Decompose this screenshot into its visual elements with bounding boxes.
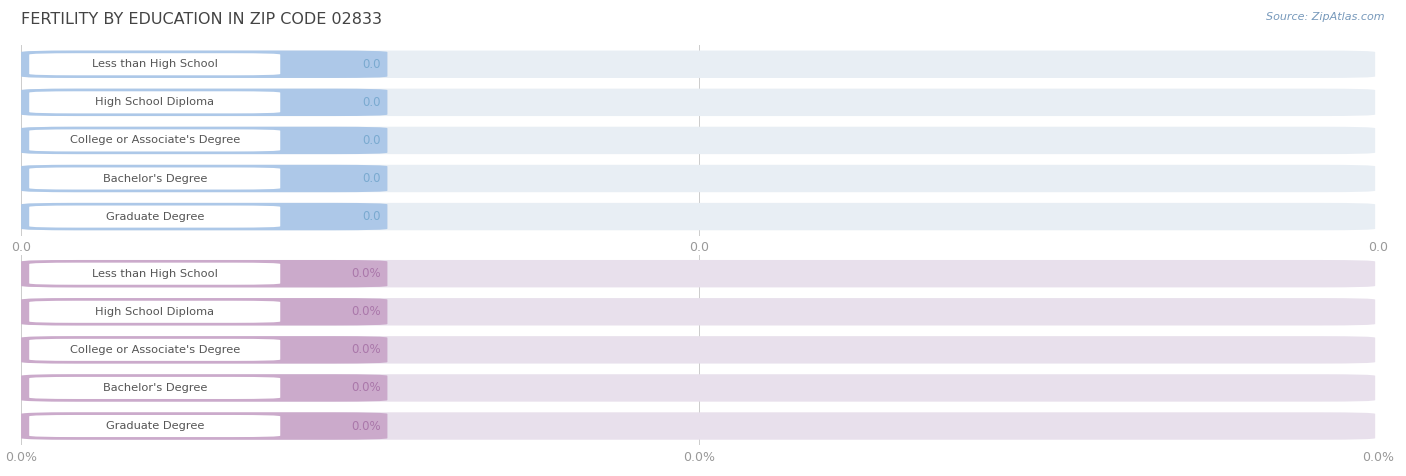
Text: Graduate Degree: Graduate Degree xyxy=(105,211,204,222)
Text: College or Associate's Degree: College or Associate's Degree xyxy=(70,135,240,146)
FancyBboxPatch shape xyxy=(21,412,388,440)
Text: College or Associate's Degree: College or Associate's Degree xyxy=(70,345,240,355)
FancyBboxPatch shape xyxy=(21,89,388,116)
FancyBboxPatch shape xyxy=(24,127,1375,154)
FancyBboxPatch shape xyxy=(21,298,388,326)
FancyBboxPatch shape xyxy=(30,206,280,228)
FancyBboxPatch shape xyxy=(21,336,388,364)
Text: 0.0%: 0.0% xyxy=(352,381,381,395)
FancyBboxPatch shape xyxy=(24,374,1375,402)
Text: FERTILITY BY EDUCATION IN ZIP CODE 02833: FERTILITY BY EDUCATION IN ZIP CODE 02833 xyxy=(21,12,382,27)
FancyBboxPatch shape xyxy=(30,168,280,189)
FancyBboxPatch shape xyxy=(24,89,1375,116)
Text: 0.0%: 0.0% xyxy=(352,343,381,357)
Text: 0.0%: 0.0% xyxy=(352,419,381,433)
Text: 0.0: 0.0 xyxy=(363,172,381,185)
FancyBboxPatch shape xyxy=(24,336,1375,364)
FancyBboxPatch shape xyxy=(21,260,388,288)
FancyBboxPatch shape xyxy=(30,415,280,437)
Text: Bachelor's Degree: Bachelor's Degree xyxy=(103,173,207,184)
FancyBboxPatch shape xyxy=(21,374,388,402)
FancyBboxPatch shape xyxy=(30,339,280,361)
FancyBboxPatch shape xyxy=(21,203,388,230)
Text: High School Diploma: High School Diploma xyxy=(96,97,214,108)
FancyBboxPatch shape xyxy=(24,165,1375,192)
FancyBboxPatch shape xyxy=(30,53,280,75)
FancyBboxPatch shape xyxy=(30,377,280,399)
FancyBboxPatch shape xyxy=(21,127,388,154)
FancyBboxPatch shape xyxy=(21,165,388,192)
Text: Less than High School: Less than High School xyxy=(91,59,218,69)
FancyBboxPatch shape xyxy=(24,203,1375,230)
FancyBboxPatch shape xyxy=(24,412,1375,440)
FancyBboxPatch shape xyxy=(24,298,1375,326)
FancyBboxPatch shape xyxy=(30,263,280,285)
Text: 0.0: 0.0 xyxy=(363,210,381,223)
Text: 0.0: 0.0 xyxy=(363,58,381,71)
FancyBboxPatch shape xyxy=(30,91,280,113)
FancyBboxPatch shape xyxy=(21,50,388,78)
Text: High School Diploma: High School Diploma xyxy=(96,307,214,317)
FancyBboxPatch shape xyxy=(24,50,1375,78)
FancyBboxPatch shape xyxy=(30,301,280,323)
Text: Less than High School: Less than High School xyxy=(91,268,218,279)
FancyBboxPatch shape xyxy=(30,129,280,151)
Text: 0.0%: 0.0% xyxy=(352,267,381,280)
Text: 0.0: 0.0 xyxy=(363,96,381,109)
Text: Bachelor's Degree: Bachelor's Degree xyxy=(103,383,207,393)
Text: Graduate Degree: Graduate Degree xyxy=(105,421,204,431)
Text: Source: ZipAtlas.com: Source: ZipAtlas.com xyxy=(1267,12,1385,22)
FancyBboxPatch shape xyxy=(24,260,1375,288)
Text: 0.0%: 0.0% xyxy=(352,305,381,318)
Text: 0.0: 0.0 xyxy=(363,134,381,147)
